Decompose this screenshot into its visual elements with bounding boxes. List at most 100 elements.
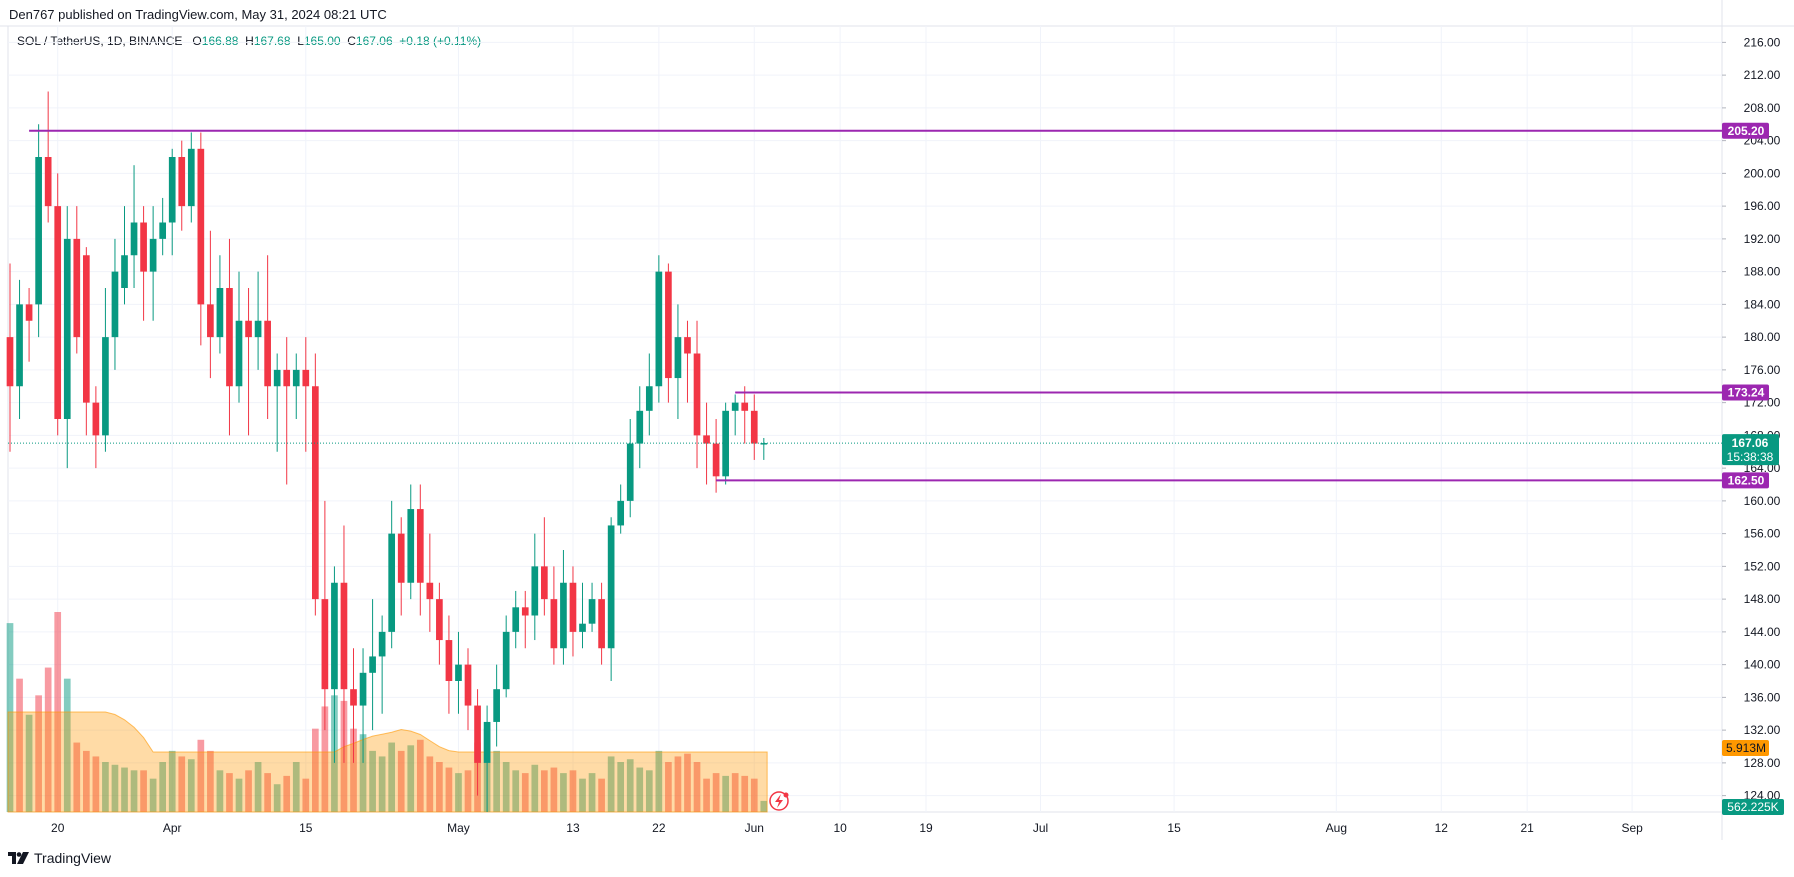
candle-body (235, 320, 243, 387)
price-tick-label: 152.00 (1744, 559, 1781, 573)
volume-bar (254, 762, 262, 812)
volume-bar (35, 695, 42, 812)
volume-bar (264, 773, 271, 812)
volume-bar (502, 762, 510, 812)
horizontal-levels[interactable] (8, 129, 1722, 482)
candle-body (197, 148, 205, 305)
candle-body (388, 533, 396, 632)
candle-body (359, 672, 367, 706)
volume-bar (741, 775, 749, 812)
volume-bar (312, 728, 319, 812)
time-tick-label: 10 (833, 821, 847, 835)
candle-body (712, 443, 720, 477)
candle-body (598, 599, 605, 649)
time-tick-label: Aug (1326, 821, 1347, 835)
candle-body (63, 238, 71, 419)
legend-close-label: C (347, 34, 356, 48)
legend-close-value: 167.06 (355, 34, 393, 48)
price-tick-label: 176.00 (1744, 363, 1781, 377)
volume-pane (6, 612, 768, 813)
tradingview-brand[interactable]: TradingView (8, 850, 111, 866)
candle-body (445, 640, 453, 681)
volume-bar (25, 714, 33, 812)
candle-body (741, 402, 749, 411)
volume-bar (493, 750, 500, 812)
candle-body (455, 664, 462, 681)
volume-ma-tag (1722, 740, 1769, 756)
lightning-icon[interactable] (769, 791, 789, 811)
level-price-tag (1722, 472, 1769, 489)
level-price-tag (1722, 122, 1769, 139)
price-tick-label: 144.00 (1744, 625, 1781, 639)
volume-bar (645, 770, 653, 812)
time-tick-label: 19 (919, 821, 933, 835)
volume-bar (121, 767, 128, 812)
volume-bar (130, 770, 138, 812)
time-tick-label: Sep (1621, 821, 1643, 835)
candle-body (626, 443, 634, 501)
price-tick-label: 192.00 (1744, 232, 1781, 246)
chart-grid (0, 0, 1794, 840)
volume-bar (636, 767, 644, 812)
candle-body (541, 566, 548, 600)
candle-body (674, 337, 682, 379)
price-axis[interactable]: 124.00128.00132.00136.00140.00144.00148.… (1722, 35, 1781, 803)
volume-bar (197, 739, 205, 812)
volume-bar (760, 800, 768, 812)
candle-body (569, 582, 577, 632)
price-tick-label: 132.00 (1744, 723, 1781, 737)
candle-body (226, 288, 233, 387)
volume-bar (598, 778, 605, 812)
candle-body (483, 721, 491, 763)
candle-body (731, 402, 739, 411)
volume-bar (684, 753, 691, 812)
volume-bar (722, 775, 729, 812)
volume-bar (140, 770, 147, 812)
candle-body (254, 320, 262, 338)
candle-body (397, 533, 405, 583)
volume-bar (397, 750, 405, 812)
level-price-tag (1722, 384, 1769, 401)
volume-bar (655, 750, 663, 812)
volume-bar (712, 773, 720, 812)
time-axis[interactable]: 20 Apr 15 May 13 22 Jun 10 19 Jul 15 Aug 12 21 Sep (51, 821, 1643, 835)
candle-body (588, 599, 596, 624)
candle-body (44, 157, 52, 207)
volume-bar (521, 773, 529, 812)
volume-bar (693, 762, 701, 812)
price-tick-label: 136.00 (1744, 690, 1781, 704)
level-price-label: 173.24 (1728, 385, 1765, 399)
volume-bar (703, 778, 710, 812)
volume-bar (102, 762, 109, 812)
volume-bar (674, 756, 682, 812)
volume-bar (359, 734, 367, 812)
candle-body (760, 443, 768, 445)
candle-body (6, 337, 14, 387)
candle-body (54, 206, 62, 419)
volume-bar (455, 773, 462, 812)
volume-bar (369, 750, 376, 812)
candle-body (350, 689, 357, 706)
candle-body (35, 157, 42, 305)
time-tick-label: 13 (566, 821, 580, 835)
candle-body (187, 148, 195, 207)
volume-bar (149, 778, 157, 812)
volume-bar (235, 778, 243, 812)
publisher-caption: Den767 published on TradingView.com, May… (9, 7, 387, 22)
candle-body (436, 599, 443, 641)
candle-body (369, 656, 376, 673)
candle-body (312, 386, 319, 600)
tradingview-logo-icon (8, 852, 29, 864)
volume-bar (283, 775, 291, 812)
brand-label: TradingView (34, 850, 112, 866)
time-tick-label: 12 (1435, 821, 1449, 835)
candle-body (579, 623, 586, 632)
time-tick-label: 22 (652, 821, 666, 835)
volume-bar (426, 756, 434, 812)
time-tick-label: 15 (1167, 821, 1181, 835)
legend-low-label: L (297, 34, 304, 48)
candle-body (178, 157, 186, 207)
candle-body (283, 369, 291, 387)
volume-bar (44, 667, 52, 812)
